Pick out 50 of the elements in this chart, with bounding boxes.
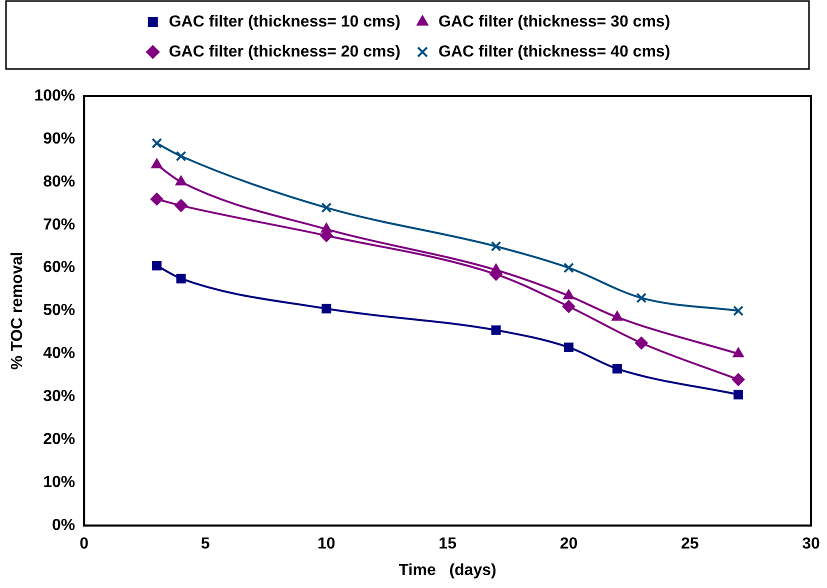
point [175, 175, 187, 186]
point [176, 274, 186, 284]
x-tick-label: 30 [802, 536, 820, 553]
point [174, 199, 188, 212]
x-axis-title: Time (days) [398, 562, 496, 579]
point [612, 364, 622, 374]
legend-label: GAC filter (thickness= 40 cms) [438, 43, 670, 60]
x-tick-label: 0 [80, 536, 89, 553]
y-tick-label: 0% [52, 517, 76, 534]
point [491, 325, 501, 335]
y-tick-label: 80% [43, 173, 76, 190]
legend-label: GAC filter (thickness= 20 cms) [168, 43, 400, 60]
x-tick-label: 10 [318, 536, 336, 553]
point [564, 342, 574, 352]
point [152, 138, 162, 148]
point [733, 306, 744, 316]
point [563, 262, 574, 274]
y-tick-label: 60% [43, 259, 76, 276]
point [732, 373, 745, 386]
point [322, 304, 332, 314]
point [636, 292, 647, 304]
point [562, 300, 576, 314]
y-tick-label: 70% [43, 216, 76, 234]
y-axis-title: % TOC removal [9, 252, 26, 370]
y-tick-label: 30% [43, 388, 76, 406]
x-tick-label: 15 [438, 536, 457, 553]
point [563, 289, 574, 300]
x-tick-label: 25 [680, 536, 699, 553]
legend-label: GAC filter (thickness= 10 cms) [168, 13, 400, 30]
point [320, 222, 332, 233]
point [734, 390, 744, 400]
y-tick-label: 90% [43, 130, 76, 148]
point [176, 150, 186, 162]
y-tick-label: 40% [43, 345, 76, 362]
point [490, 263, 502, 274]
point [732, 347, 744, 358]
x-tick-label: 20 [560, 536, 578, 553]
point [321, 202, 332, 213]
point [490, 241, 502, 252]
legend-label: GAC filter (thickness= 30 cms) [438, 13, 670, 30]
point [150, 192, 164, 206]
point [152, 260, 162, 270]
point [151, 158, 163, 168]
y-tick-label: 100% [34, 87, 76, 104]
point [634, 336, 648, 350]
y-tick-label: 50% [43, 302, 76, 320]
x-tick-label: 5 [200, 536, 210, 553]
y-tick-label: 20% [43, 431, 76, 448]
y-tick-label: 10% [43, 474, 76, 492]
point [611, 310, 623, 321]
